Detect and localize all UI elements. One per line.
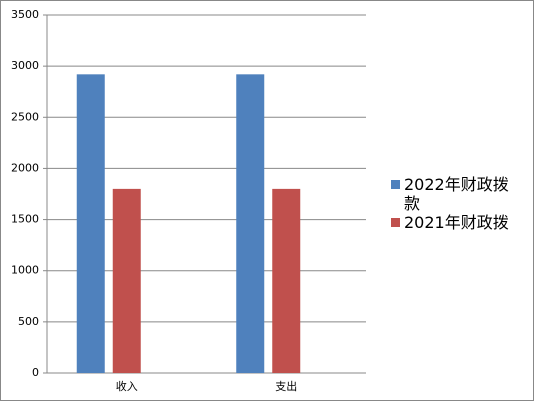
y-tick-label: 500 bbox=[18, 315, 39, 328]
y-tick-label: 0 bbox=[32, 366, 39, 379]
y-tick-label: 2500 bbox=[11, 110, 39, 123]
legend-label: 2021年财政拨 bbox=[404, 213, 509, 232]
y-tick-label: 2000 bbox=[11, 161, 39, 174]
legend-item: 2022年财政拨款 bbox=[391, 175, 521, 213]
y-tick-label: 1000 bbox=[11, 264, 39, 277]
bar bbox=[236, 74, 265, 373]
legend-item: 2021年财政拨 bbox=[391, 213, 521, 232]
bar bbox=[272, 188, 301, 373]
legend-swatch bbox=[391, 180, 400, 189]
bar bbox=[76, 74, 105, 373]
y-tick-label: 3500 bbox=[11, 8, 39, 21]
y-tick-label: 3000 bbox=[11, 59, 39, 72]
y-tick-label: 1500 bbox=[11, 213, 39, 226]
bar bbox=[112, 188, 141, 373]
x-tick-label: 支出 bbox=[275, 379, 297, 393]
legend-swatch bbox=[391, 218, 400, 227]
legend-label: 2022年财政拨款 bbox=[404, 175, 509, 213]
x-tick-label: 收入 bbox=[116, 379, 138, 393]
